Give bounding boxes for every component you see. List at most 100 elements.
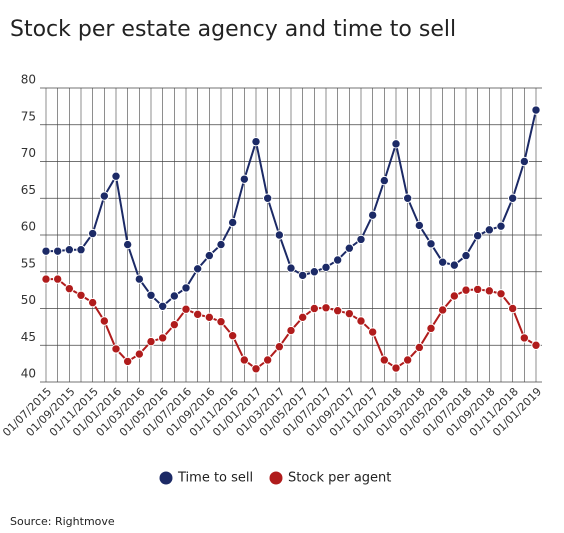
point (146, 336, 156, 347)
source: Source: Rightmove (10, 515, 115, 528)
point (181, 283, 191, 293)
point (76, 290, 86, 300)
point (321, 262, 331, 273)
y-tick-label: 75 (21, 109, 36, 123)
y-tick-label: 45 (21, 330, 36, 344)
point (111, 171, 121, 181)
point (274, 230, 285, 240)
point (531, 105, 541, 115)
point (461, 250, 471, 261)
point (64, 245, 75, 255)
point (122, 356, 133, 367)
point (496, 221, 506, 231)
point (286, 263, 296, 273)
point (146, 290, 156, 300)
point (122, 239, 133, 250)
point (507, 193, 518, 203)
legend-label: Stock per agent (288, 471, 391, 486)
point (251, 364, 261, 374)
point (437, 305, 448, 315)
point (227, 330, 238, 341)
point (251, 136, 261, 147)
point (169, 291, 180, 301)
point (274, 342, 285, 352)
point (461, 285, 471, 295)
point (472, 284, 483, 295)
point (414, 220, 425, 231)
point (52, 246, 63, 256)
point (332, 255, 343, 265)
point (297, 312, 308, 323)
point (344, 308, 355, 319)
point (192, 309, 203, 320)
point (297, 270, 308, 281)
point (379, 355, 390, 365)
point (496, 289, 506, 299)
point (344, 243, 355, 253)
point (484, 286, 495, 296)
y-tick-label: 40 (21, 367, 36, 381)
point (379, 175, 390, 186)
point (41, 246, 51, 256)
legend-label: Time to sell (177, 471, 253, 486)
point (157, 333, 168, 343)
point (437, 257, 448, 267)
point (239, 174, 250, 184)
point (181, 304, 191, 314)
point (309, 303, 320, 314)
point (262, 355, 273, 365)
point (99, 191, 110, 201)
point (531, 340, 541, 350)
y-tick-label: 80 (21, 73, 36, 87)
point (402, 193, 413, 203)
point (472, 231, 483, 241)
point (332, 306, 343, 316)
point (367, 327, 378, 337)
point (204, 250, 215, 261)
point (391, 139, 401, 149)
y-tick-label: 65 (21, 183, 36, 197)
point (111, 344, 121, 354)
point (356, 234, 366, 245)
y-tick-label: 50 (21, 293, 36, 307)
point (286, 325, 296, 336)
point (239, 355, 250, 365)
y-tick-label: 70 (21, 146, 36, 160)
point (426, 239, 436, 249)
point (449, 260, 460, 270)
point (169, 319, 180, 330)
point (216, 317, 226, 327)
point (87, 228, 98, 239)
point (192, 264, 203, 274)
point (52, 274, 63, 284)
point (204, 312, 215, 323)
point (87, 297, 98, 308)
point (507, 303, 518, 314)
point (227, 217, 238, 228)
point (134, 349, 145, 359)
point (41, 274, 51, 284)
point (367, 210, 378, 220)
point (157, 301, 168, 311)
point (216, 239, 226, 250)
point (484, 225, 495, 235)
point (414, 342, 425, 353)
point (321, 303, 331, 313)
point (356, 316, 366, 326)
legend-marker (269, 471, 283, 485)
point (99, 316, 110, 326)
point (309, 267, 320, 277)
chart-title: Stock per estate agency and time to sell (10, 17, 456, 42)
y-tick-label: 55 (21, 256, 36, 270)
point (134, 274, 145, 284)
legend-marker (159, 471, 173, 485)
point (519, 333, 530, 343)
point (76, 245, 86, 255)
point (426, 323, 436, 334)
point (519, 156, 530, 167)
point (64, 283, 75, 294)
point (262, 193, 273, 203)
y-tick-label: 60 (21, 220, 36, 234)
point (402, 355, 413, 365)
